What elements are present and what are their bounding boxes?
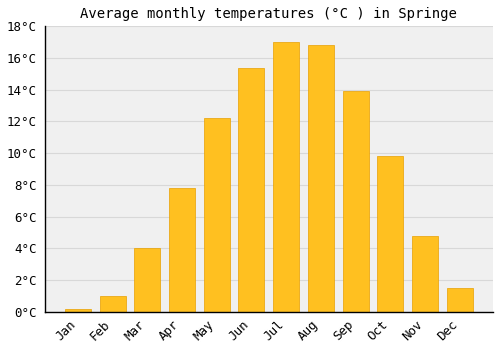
Bar (65, 309, 91, 312)
Bar (446, 288, 472, 312)
Bar (342, 91, 368, 312)
Bar (134, 248, 160, 312)
Bar (204, 118, 230, 312)
Bar (169, 188, 195, 312)
Bar (412, 236, 438, 312)
Bar (378, 156, 404, 312)
Bar (308, 45, 334, 312)
Bar (100, 296, 126, 312)
Bar (238, 68, 264, 312)
Title: Average monthly temperatures (°C ) in Springe: Average monthly temperatures (°C ) in Sp… (80, 7, 458, 21)
Bar (273, 42, 299, 312)
